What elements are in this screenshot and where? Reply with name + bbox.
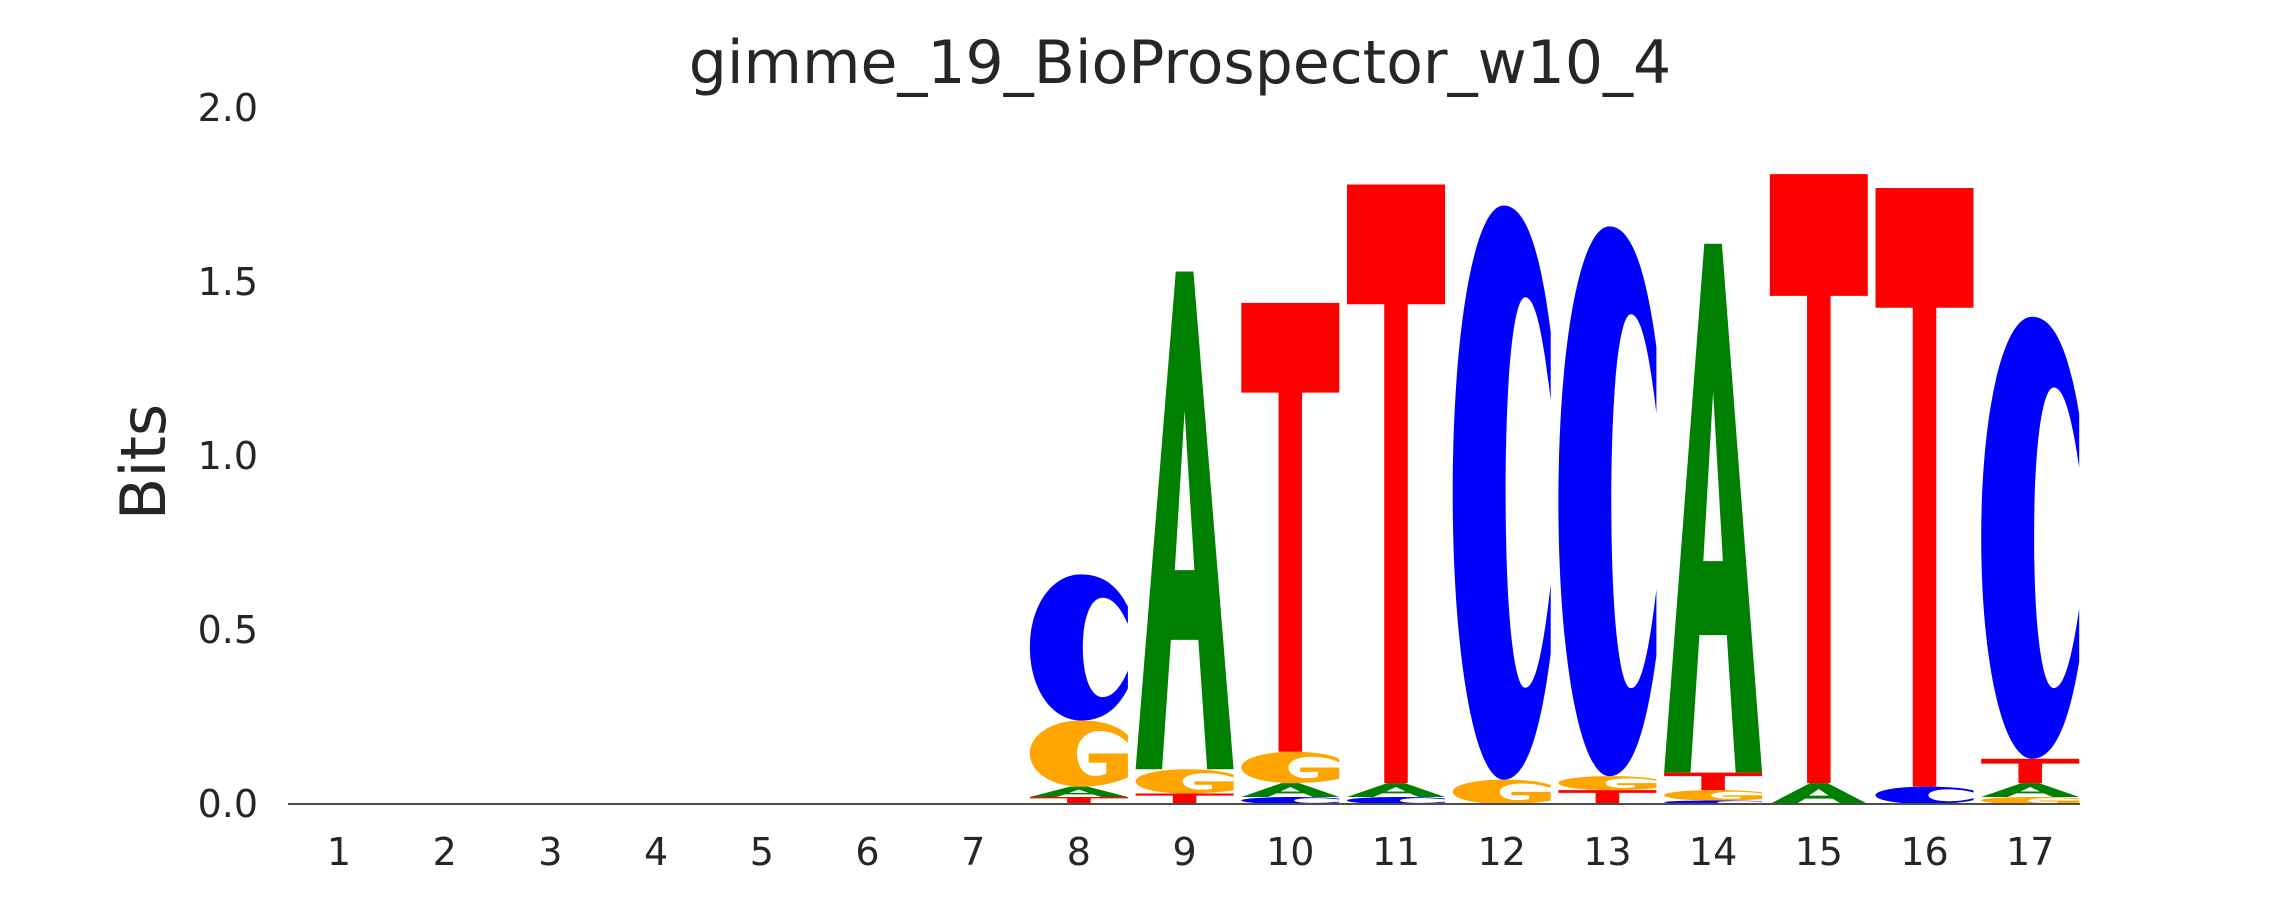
x-tick-label: 16 bbox=[1900, 830, 1948, 874]
x-axis-ticks: 1 2 3 4 5 6 7 8 9 10 11 12 13 14 15 16 17 bbox=[327, 830, 2054, 874]
x-tick-label: 15 bbox=[1795, 830, 1843, 874]
logo-letter-a bbox=[1769, 783, 1868, 804]
logo-letter-g bbox=[1241, 751, 1340, 784]
logo-letter-t bbox=[1029, 797, 1128, 804]
logo-letter-c bbox=[1558, 226, 1657, 777]
logo-letter-c bbox=[1347, 797, 1445, 804]
x-tick-label: 10 bbox=[1266, 830, 1314, 874]
logo-letter-a bbox=[1029, 786, 1128, 798]
logo-letter-g bbox=[1029, 720, 1128, 787]
y-tick-label: 0.0 bbox=[198, 782, 258, 826]
logo-letter-g bbox=[1664, 790, 1763, 801]
logo-letter-c bbox=[1452, 205, 1551, 780]
logo-letter-t bbox=[1664, 772, 1763, 791]
x-tick-label: 2 bbox=[433, 830, 457, 874]
logo-stacks bbox=[1029, 174, 2080, 804]
y-tick-label: 0.5 bbox=[198, 608, 258, 652]
y-axis-ticks: 0.0 0.5 1.0 1.5 2.0 bbox=[198, 86, 258, 826]
logo-letter-t bbox=[1135, 793, 1234, 804]
logo-letter-t bbox=[1981, 758, 2080, 784]
x-tick-label: 4 bbox=[644, 830, 668, 874]
x-tick-label: 9 bbox=[1173, 830, 1197, 874]
logo-letter-t bbox=[1769, 174, 1868, 784]
y-tick-label: 2.0 bbox=[198, 86, 258, 130]
x-tick-label: 14 bbox=[1689, 830, 1737, 874]
logo-letter-c bbox=[1241, 797, 1340, 804]
logo-letter-a bbox=[1135, 271, 1234, 770]
logo-letter-a bbox=[1241, 783, 1340, 798]
x-tick-label: 12 bbox=[1478, 830, 1526, 874]
logo-letter-t bbox=[1241, 302, 1340, 752]
logo-letter-t bbox=[1347, 184, 1445, 784]
x-tick-label: 13 bbox=[1583, 830, 1631, 874]
x-tick-label: 3 bbox=[538, 830, 562, 874]
x-tick-label: 11 bbox=[1372, 830, 1420, 874]
y-tick-label: 1.5 bbox=[198, 260, 258, 304]
y-axis-label: Bits bbox=[107, 404, 180, 520]
chart-title: gimme_19_BioProspector_w10_4 bbox=[689, 28, 1671, 98]
logo-letter-c bbox=[1981, 316, 2080, 759]
logo-letter-c bbox=[1875, 786, 1974, 804]
logo-letter-t bbox=[1875, 188, 1974, 787]
x-tick-label: 7 bbox=[961, 830, 985, 874]
x-tick-label: 6 bbox=[855, 830, 879, 874]
logo-letter-g bbox=[1452, 779, 1551, 804]
logo-letter-g bbox=[1558, 776, 1657, 791]
logo-letter-a bbox=[1347, 783, 1445, 798]
x-tick-label: 17 bbox=[2006, 830, 2054, 874]
logo-letter-a bbox=[1664, 243, 1763, 773]
x-tick-label: 1 bbox=[327, 830, 351, 874]
y-tick-label: 1.0 bbox=[198, 434, 258, 478]
logo-letter-c bbox=[1029, 574, 1128, 721]
logo-letter-a bbox=[1981, 783, 2080, 798]
x-tick-label: 8 bbox=[1067, 830, 1091, 874]
logo-letter-t bbox=[1558, 790, 1657, 804]
logo-letter-g bbox=[1981, 797, 2080, 804]
logo-letter-g bbox=[1135, 769, 1234, 794]
x-tick-label: 5 bbox=[750, 830, 774, 874]
